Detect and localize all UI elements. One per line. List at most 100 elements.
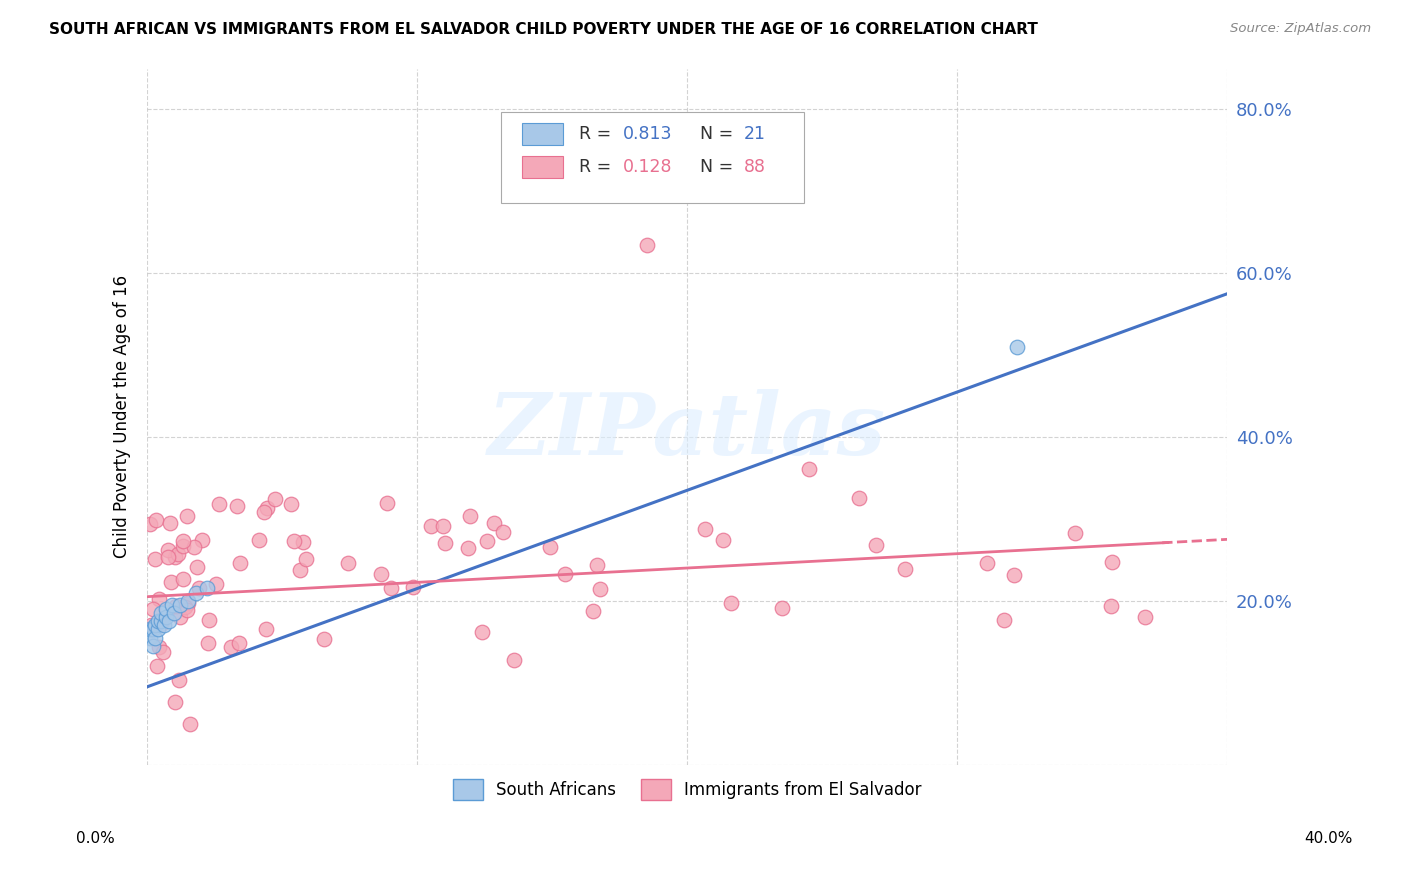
Point bbox=[148, 640, 170, 655]
FancyBboxPatch shape bbox=[522, 123, 564, 145]
Point bbox=[165, 599, 187, 613]
Point bbox=[228, 636, 250, 650]
Point bbox=[432, 519, 454, 533]
Point bbox=[191, 533, 214, 548]
Point bbox=[155, 610, 177, 624]
Point bbox=[172, 572, 194, 586]
Text: Source: ZipAtlas.com: Source: ZipAtlas.com bbox=[1230, 22, 1371, 36]
Point bbox=[219, 640, 242, 654]
Point bbox=[148, 592, 170, 607]
Point bbox=[165, 695, 187, 709]
Point bbox=[283, 534, 305, 549]
Point bbox=[145, 512, 167, 526]
Point bbox=[402, 580, 425, 594]
Point bbox=[370, 566, 392, 581]
Text: N =: N = bbox=[700, 159, 740, 177]
Point bbox=[475, 533, 498, 548]
Point bbox=[148, 623, 170, 637]
Point bbox=[1002, 567, 1025, 582]
Point bbox=[848, 491, 870, 506]
Point bbox=[1005, 340, 1028, 354]
Point bbox=[482, 516, 505, 531]
Point bbox=[1064, 525, 1087, 540]
Point bbox=[894, 562, 917, 576]
Point bbox=[195, 582, 218, 596]
Point bbox=[169, 609, 191, 624]
Text: ZIPatlas: ZIPatlas bbox=[488, 389, 886, 472]
Text: R =: R = bbox=[579, 125, 617, 143]
Point bbox=[204, 577, 226, 591]
Y-axis label: Child Poverty Under the Age of 16: Child Poverty Under the Age of 16 bbox=[114, 275, 131, 558]
Text: 0.0%: 0.0% bbox=[76, 831, 115, 846]
Point bbox=[208, 498, 231, 512]
Point bbox=[636, 237, 658, 252]
Point bbox=[155, 602, 177, 616]
Point bbox=[336, 556, 359, 570]
Point bbox=[693, 522, 716, 536]
Point bbox=[797, 462, 820, 476]
Text: SOUTH AFRICAN VS IMMIGRANTS FROM EL SALVADOR CHILD POVERTY UNDER THE AGE OF 16 C: SOUTH AFRICAN VS IMMIGRANTS FROM EL SALV… bbox=[49, 22, 1038, 37]
Point bbox=[976, 556, 998, 570]
Point bbox=[145, 631, 167, 645]
Point bbox=[247, 533, 270, 547]
Point bbox=[150, 617, 173, 632]
FancyBboxPatch shape bbox=[501, 112, 804, 202]
Point bbox=[471, 624, 494, 639]
Point bbox=[139, 618, 162, 632]
Point bbox=[157, 614, 180, 628]
Point bbox=[291, 534, 314, 549]
Point bbox=[172, 540, 194, 554]
Point bbox=[280, 497, 302, 511]
Point bbox=[589, 582, 612, 596]
Text: N =: N = bbox=[700, 125, 740, 143]
Point bbox=[711, 533, 734, 548]
Point bbox=[160, 598, 183, 612]
Point bbox=[169, 598, 191, 612]
Point bbox=[179, 716, 201, 731]
Point bbox=[183, 540, 205, 554]
Point bbox=[149, 606, 172, 620]
Point bbox=[433, 536, 456, 550]
Point bbox=[163, 606, 186, 620]
Point bbox=[503, 653, 526, 667]
Point bbox=[145, 552, 167, 566]
Point bbox=[176, 509, 198, 524]
Point bbox=[586, 558, 609, 572]
Point bbox=[288, 563, 311, 577]
Point bbox=[197, 636, 219, 650]
Point bbox=[145, 618, 167, 632]
Point bbox=[1101, 555, 1123, 569]
Point bbox=[582, 604, 605, 618]
Point bbox=[159, 574, 181, 589]
Point bbox=[492, 524, 515, 539]
Text: 21: 21 bbox=[744, 125, 765, 143]
Point bbox=[176, 596, 198, 610]
Point bbox=[163, 550, 186, 565]
Point bbox=[253, 505, 276, 519]
Point bbox=[142, 639, 165, 653]
FancyBboxPatch shape bbox=[522, 156, 564, 178]
Point bbox=[139, 631, 162, 645]
Point bbox=[139, 516, 162, 531]
Point bbox=[142, 602, 165, 616]
Point bbox=[256, 501, 278, 516]
Text: 0.128: 0.128 bbox=[623, 159, 672, 177]
Text: 0.813: 0.813 bbox=[623, 125, 672, 143]
Point bbox=[457, 541, 479, 556]
Point bbox=[865, 538, 887, 552]
Point bbox=[142, 623, 165, 637]
Point bbox=[770, 601, 793, 615]
Point bbox=[419, 518, 441, 533]
Text: 40.0%: 40.0% bbox=[1305, 831, 1353, 846]
Point bbox=[1133, 610, 1156, 624]
Point bbox=[146, 659, 169, 673]
Point bbox=[254, 622, 277, 636]
Point bbox=[176, 603, 198, 617]
Point bbox=[159, 516, 181, 531]
Point bbox=[1099, 599, 1122, 613]
Point bbox=[148, 614, 170, 628]
Point bbox=[229, 556, 252, 570]
Point bbox=[152, 645, 174, 659]
Point bbox=[993, 613, 1015, 627]
Point bbox=[167, 547, 190, 561]
